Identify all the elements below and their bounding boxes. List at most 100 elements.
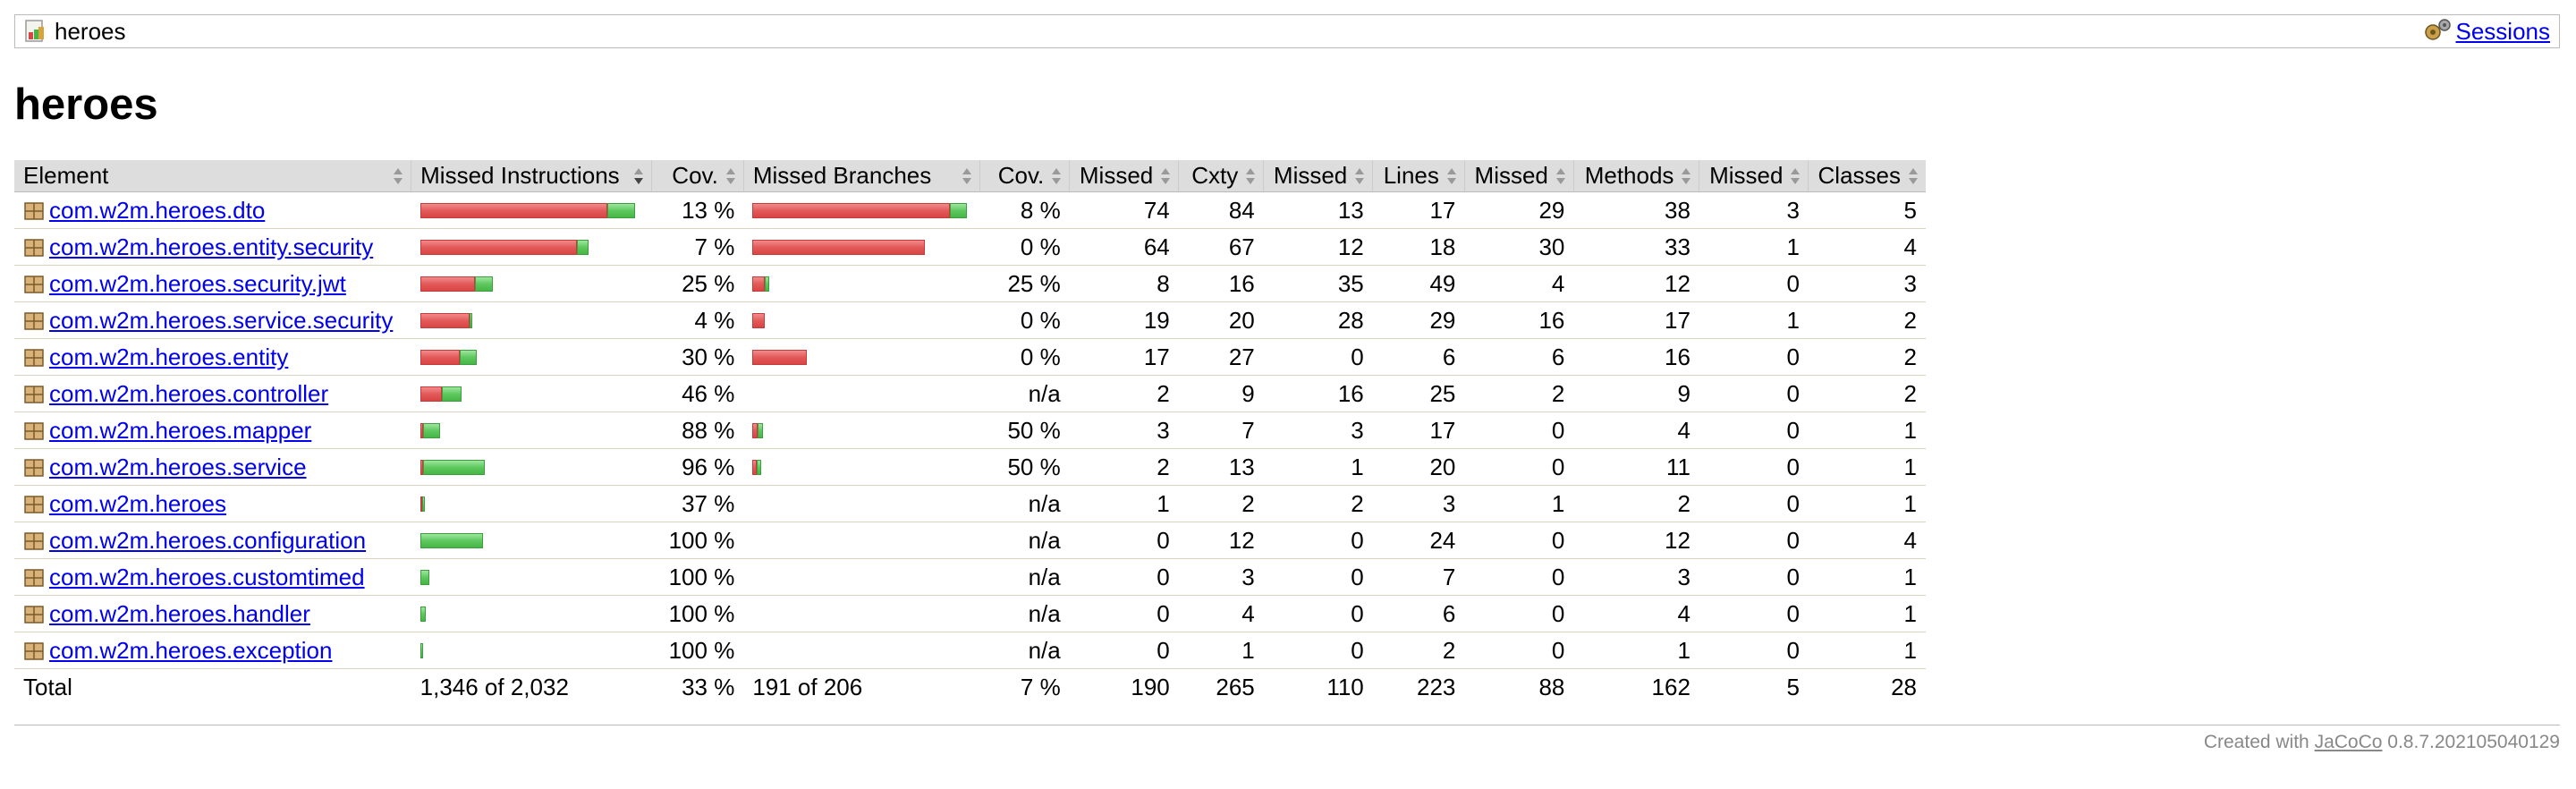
missed-methods: 29 — [1464, 191, 1574, 229]
instructions-covered-bar — [474, 276, 493, 292]
branches-coverage: 0 % — [979, 301, 1070, 339]
instructions-coverage: 4 % — [651, 301, 744, 339]
complexity: 84 — [1178, 191, 1264, 229]
missed-classes: 0 — [1699, 632, 1809, 669]
package-link[interactable]: com.w2m.heroes.configuration — [49, 526, 367, 554]
jacoco-link[interactable]: JaCoCo — [2314, 732, 2383, 752]
package-link[interactable]: com.w2m.heroes.mapper — [49, 416, 312, 444]
branches-coverage: n/a — [979, 558, 1070, 596]
package-link[interactable]: com.w2m.heroes.dto — [49, 196, 266, 224]
missed-classes: 1 — [1699, 301, 1809, 339]
complexity: 67 — [1178, 228, 1264, 266]
footer: Created with JaCoCo 0.8.7.202105040129 — [2203, 732, 2560, 752]
instructions-bar — [411, 595, 652, 632]
package-link[interactable]: com.w2m.heroes — [49, 489, 226, 517]
package-link[interactable]: com.w2m.heroes.handler — [49, 599, 310, 627]
branches-missed-bar — [752, 276, 766, 292]
branches-bar — [743, 485, 980, 522]
instructions-coverage: 100 % — [651, 522, 744, 559]
missed-methods: 0 — [1464, 448, 1574, 486]
table-header-row: Element Missed Instructions Cov. Missed … — [14, 160, 1926, 192]
session-icon — [2424, 17, 2453, 47]
instructions-missed-bar — [419, 459, 423, 475]
missed-lines: 1 — [1263, 448, 1373, 486]
instructions-missed-bar — [419, 349, 460, 365]
branches-coverage: 8 % — [979, 191, 1070, 229]
branches-missed-bar — [752, 202, 951, 218]
header-missed-complexity[interactable]: Missed — [1069, 160, 1179, 192]
instructions-covered-bar — [419, 606, 426, 622]
total-branches-coverage: 7 % — [1020, 673, 1061, 700]
header-missed-branches[interactable]: Missed Branches — [742, 160, 980, 192]
table-row: com.w2m.heroes.handler 100 % n/a 0 4 0 6 0 4 0 1 — [14, 595, 1926, 632]
instructions-coverage: 13 % — [651, 191, 744, 229]
missed-complexity: 2 — [1069, 448, 1179, 486]
lines: 29 — [1372, 301, 1465, 339]
missed-methods: 0 — [1464, 411, 1574, 449]
instructions-covered-bar — [606, 202, 635, 218]
instructions-bar — [411, 485, 652, 522]
package-link[interactable]: com.w2m.heroes.entity — [49, 343, 289, 370]
header-branches-coverage[interactable]: Cov. — [979, 160, 1070, 192]
header-instructions-coverage[interactable]: Cov. — [650, 160, 744, 192]
package-link[interactable]: com.w2m.heroes.service.security — [49, 306, 394, 334]
methods: 9 — [1573, 375, 1699, 412]
total-methods: 162 — [1651, 673, 1690, 700]
package-link[interactable]: com.w2m.heroes.security.jwt — [49, 269, 346, 297]
lines: 7 — [1372, 558, 1465, 596]
classes: 1 — [1808, 411, 1926, 449]
missed-lines: 12 — [1263, 228, 1373, 266]
report-icon — [24, 20, 47, 43]
methods: 4 — [1573, 411, 1699, 449]
header-missed-classes[interactable]: Missed — [1699, 160, 1809, 192]
sessions-link[interactable]: Sessions — [2455, 17, 2551, 45]
complexity: 7 — [1178, 411, 1264, 449]
element-cell: com.w2m.heroes — [14, 485, 411, 522]
methods: 2 — [1573, 485, 1699, 522]
package-link[interactable]: com.w2m.heroes.service — [49, 453, 307, 480]
table-row: com.w2m.heroes.service 96 % 50 % 2 13 1 20 0 11 0… — [14, 448, 1926, 486]
lines: 6 — [1372, 595, 1465, 632]
element-cell: com.w2m.heroes.controller — [14, 375, 411, 412]
header-lines[interactable]: Lines — [1372, 160, 1465, 192]
classes: 1 — [1808, 632, 1926, 669]
classes: 5 — [1808, 191, 1926, 229]
lines: 24 — [1372, 522, 1465, 559]
header-missed-instructions[interactable]: Missed Instructions — [411, 160, 652, 192]
element-cell: com.w2m.heroes.exception — [14, 632, 411, 669]
header-missed-lines[interactable]: Missed — [1263, 160, 1373, 192]
header-complexity[interactable]: Cxty — [1178, 160, 1264, 192]
missed-complexity: 64 — [1069, 228, 1179, 266]
table-row: com.w2m.heroes 37 % n/a 1 2 2 3 1 2 0 1 — [14, 485, 1926, 522]
table-row: com.w2m.heroes.mapper 88 % 50 % 3 7 3 17 0 4 0 1 — [14, 411, 1926, 449]
sort-icon — [962, 168, 972, 184]
package-link[interactable]: com.w2m.heroes.customtimed — [49, 563, 365, 590]
package-link[interactable]: com.w2m.heroes.controller — [49, 379, 329, 407]
missed-classes: 0 — [1699, 375, 1809, 412]
missed-complexity: 2 — [1069, 375, 1179, 412]
header-missed-methods[interactable]: Missed — [1463, 160, 1574, 192]
element-cell: com.w2m.heroes.configuration — [14, 522, 411, 559]
missed-methods: 0 — [1464, 632, 1574, 669]
total-missed-lines: 110 — [1326, 673, 1364, 700]
total-missed-complexity: 190 — [1131, 673, 1170, 700]
missed-complexity: 0 — [1069, 595, 1179, 632]
header-element[interactable]: Element — [14, 160, 411, 192]
header-methods[interactable]: Methods — [1572, 160, 1699, 192]
coverage-table: Element Missed Instructions Cov. Missed … — [14, 160, 1926, 705]
complexity: 4 — [1178, 595, 1264, 632]
package-link[interactable]: com.w2m.heroes.entity.security — [49, 233, 374, 260]
complexity: 27 — [1178, 338, 1264, 376]
branches-bar — [743, 595, 980, 632]
missed-classes: 0 — [1699, 448, 1809, 486]
branches-missed-bar — [752, 422, 758, 438]
branches-missed-bar — [752, 239, 926, 255]
package-icon — [23, 274, 45, 295]
header-classes[interactable]: Classes — [1808, 160, 1926, 192]
lines: 18 — [1372, 228, 1465, 266]
instructions-bar — [411, 338, 652, 376]
branches-coverage: n/a — [979, 632, 1070, 669]
instructions-covered-bar — [419, 569, 429, 585]
package-link[interactable]: com.w2m.heroes.exception — [49, 636, 333, 664]
missed-classes: 0 — [1699, 485, 1809, 522]
